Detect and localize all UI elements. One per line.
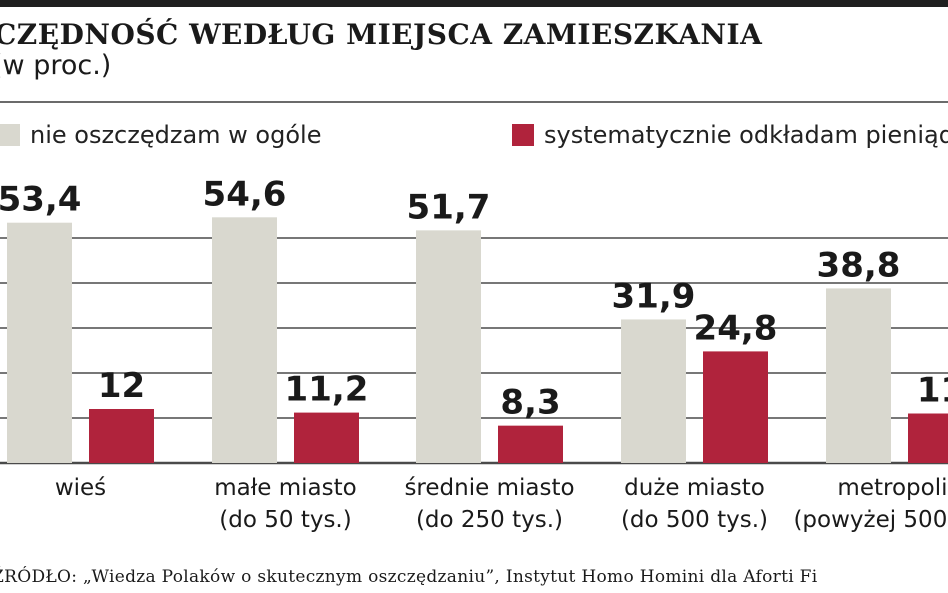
value-label-series-a: 53,4	[0, 180, 81, 220]
legend-label-series-b: systematycznie odkładam pieniądze	[544, 121, 948, 149]
legend-item-series-b: systematycznie odkładam pieniądze	[512, 120, 948, 150]
value-label-series-b: 24,8	[694, 308, 778, 348]
source-note: ŹRÓDŁO: „Wiedza Polaków o skutecznym osz…	[0, 567, 818, 587]
bar-series-b	[294, 412, 359, 463]
bar-series-a	[7, 222, 72, 463]
bar-series-b	[89, 409, 154, 463]
legend-label-series-a: nie oszczędzam w ogóle	[30, 121, 322, 149]
top-bar	[0, 0, 948, 7]
header-rule	[0, 101, 948, 103]
category-label: duże miasto	[624, 475, 765, 501]
category-label: wieś	[55, 475, 106, 501]
value-label-series-b: 12	[98, 366, 145, 406]
category-label: (powyżej 500 tys.)	[793, 507, 948, 533]
chart-unit: (w proc.)	[0, 50, 112, 81]
bar-series-a	[621, 319, 686, 463]
value-label-series-a: 51,7	[407, 187, 491, 227]
bar-series-a	[416, 230, 481, 463]
category-label: (do 50 tys.)	[219, 507, 351, 533]
bar-series-a	[212, 217, 277, 463]
category-label: (do 500 tys.)	[621, 507, 768, 533]
value-label-series-a: 54,6	[203, 174, 287, 214]
bar-series-b	[703, 351, 768, 463]
bar-series-b	[908, 413, 948, 463]
bar-series-b	[498, 425, 563, 463]
value-label-series-b: 11,2	[285, 370, 369, 410]
bar-series-a	[826, 288, 891, 463]
value-label-series-b: 8,3	[500, 383, 560, 423]
chart-title: CZĘDNOŚĆ WEDŁUG MIEJSCA ZAMIESZKANIA	[0, 18, 763, 51]
value-label-series-b: 11	[917, 371, 948, 411]
category-label: małe miasto	[214, 475, 356, 501]
legend-swatch-series-a	[0, 124, 20, 146]
legend-swatch-series-b	[512, 124, 534, 146]
category-label: metropolia	[837, 475, 948, 501]
value-label-series-a: 38,8	[817, 245, 901, 285]
category-label: średnie miasto	[404, 475, 574, 501]
legend-item-series-a: nie oszczędzam w ogóle	[0, 120, 321, 150]
value-label-series-a: 31,9	[612, 276, 696, 316]
category-label: (do 250 tys.)	[416, 507, 563, 533]
